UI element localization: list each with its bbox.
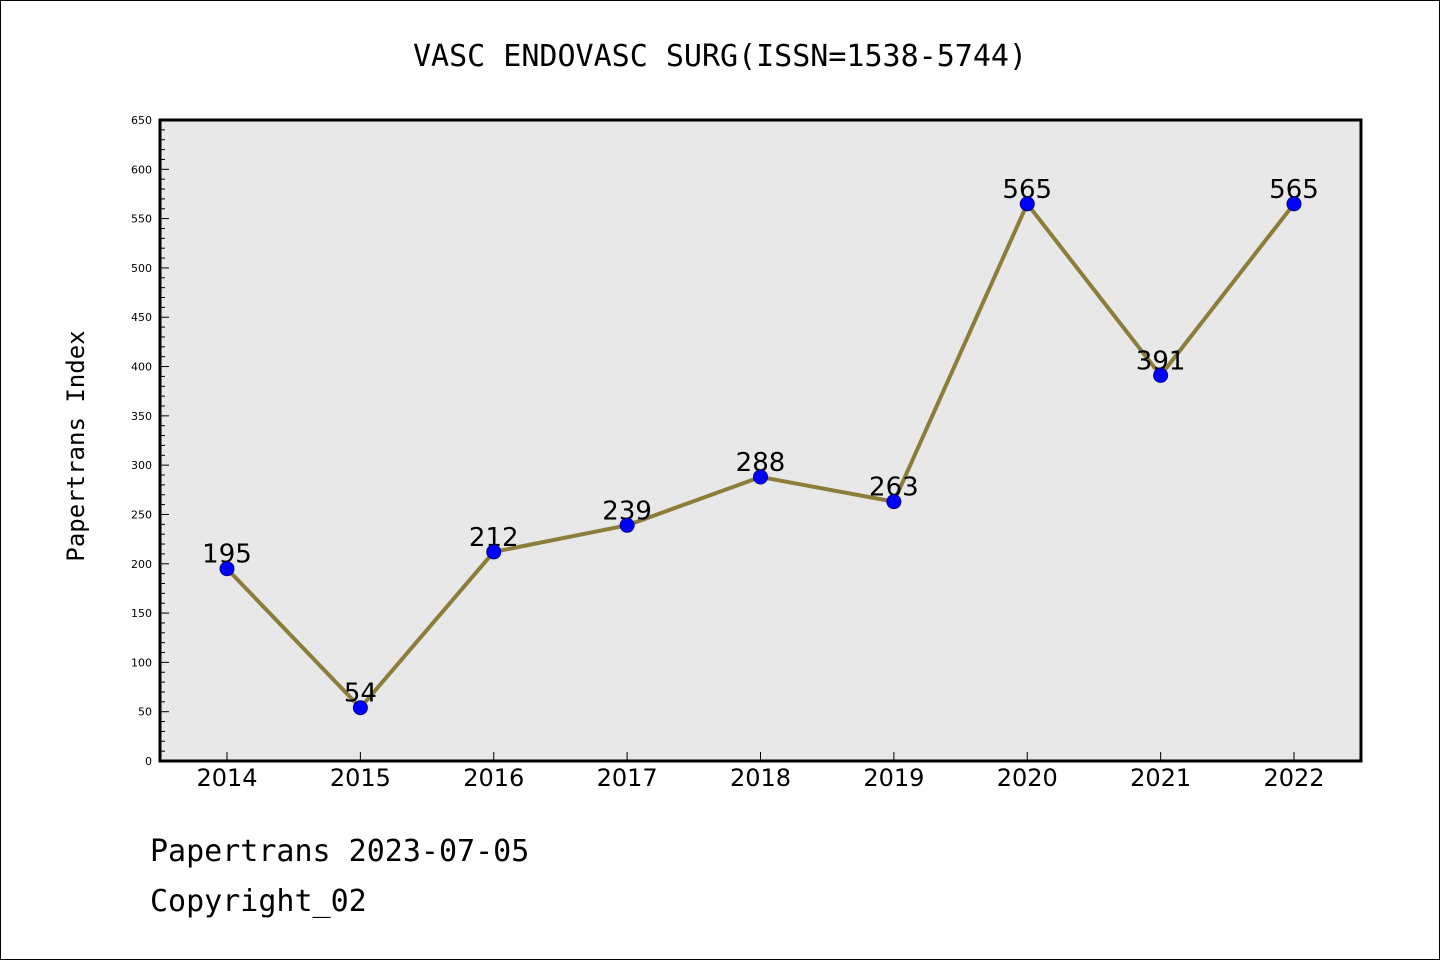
x-tick-label: 2018	[730, 764, 791, 792]
y-tick-label: 600	[131, 163, 152, 176]
data-point	[1019, 196, 1035, 212]
footer-date-text: Papertrans 2023-07-05	[150, 834, 530, 869]
y-axis-label: Papertrans Index	[62, 330, 90, 561]
data-point	[219, 561, 235, 577]
x-tick-label: 2021	[1130, 764, 1191, 792]
plot-area	[158, 118, 1363, 763]
data-point	[1286, 196, 1302, 212]
y-tick-label: 650	[131, 114, 152, 127]
y-tick-label: 200	[131, 558, 152, 571]
y-tick-label: 100	[131, 656, 152, 669]
y-tick-label: 50	[138, 706, 152, 719]
footer-copyright-text: Copyright_02	[150, 884, 367, 919]
data-point	[352, 700, 368, 716]
x-tick-label: 2014	[196, 764, 257, 792]
y-axis: 0 50 100 150 200 250 300 350 400 450 500 550 600 650	[131, 114, 169, 768]
x-axis: 2014 2015 2016 2017 2018 2019 2020 2021 2022	[196, 752, 1325, 792]
x-tick-label: 2016	[463, 764, 524, 792]
y-tick-label: 400	[131, 361, 152, 374]
data-markers	[219, 196, 1302, 716]
data-point	[486, 544, 502, 560]
x-tick-label: 2017	[597, 764, 658, 792]
x-tick-label: 2019	[863, 764, 924, 792]
chart-title: VASC ENDOVASC SURG(ISSN=1538-5744)	[413, 39, 1027, 74]
y-tick-label: 0	[145, 755, 152, 768]
y-tick-label: 250	[131, 508, 152, 521]
y-tick-label: 300	[131, 459, 152, 472]
data-point	[753, 469, 768, 485]
x-tick-label: 2020	[997, 764, 1058, 792]
y-tick-label: 550	[131, 213, 152, 226]
data-point	[619, 517, 635, 533]
data-point	[1153, 367, 1169, 383]
x-tick-label: 2022	[1263, 764, 1324, 792]
y-tick-label: 150	[131, 607, 152, 620]
y-tick-label: 500	[131, 262, 152, 275]
y-tick-label: 350	[131, 410, 152, 423]
y-tick-label: 450	[131, 311, 152, 324]
data-point	[886, 494, 902, 510]
x-tick-label: 2015	[330, 764, 391, 792]
